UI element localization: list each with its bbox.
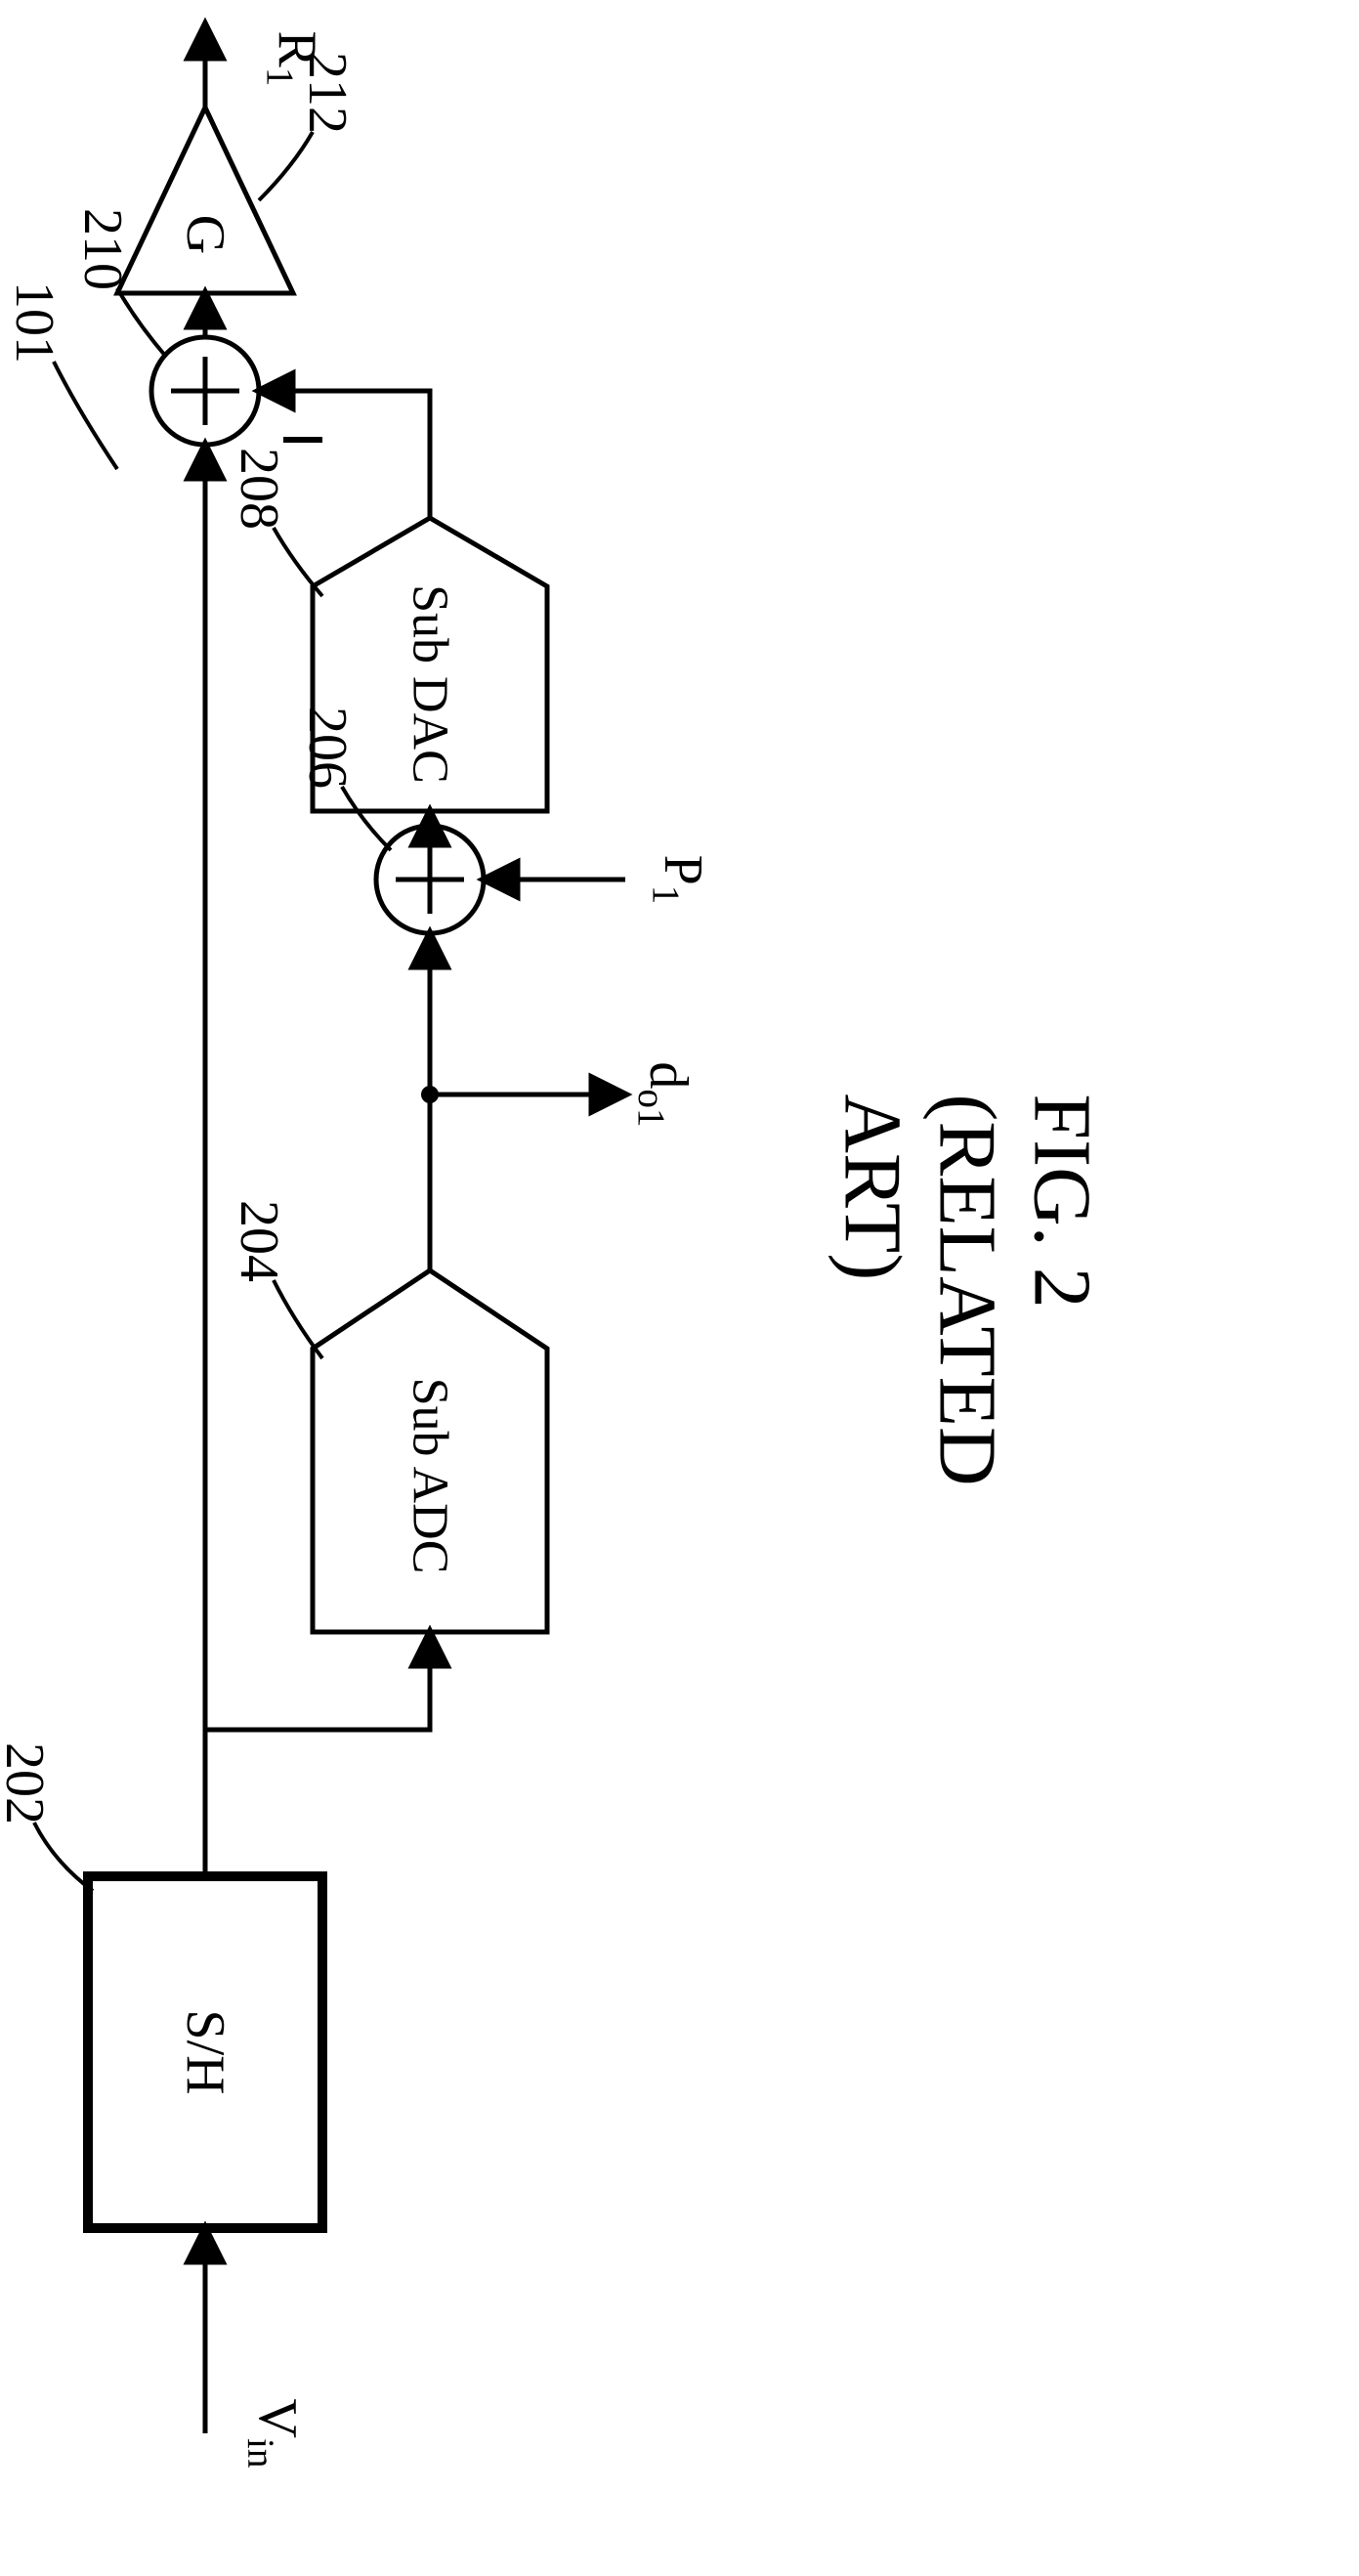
leader-204 <box>274 1280 322 1358</box>
ref-206: 206 <box>296 707 359 789</box>
gain-block <box>117 107 293 293</box>
subdac-label: Sub DAC <box>402 584 459 784</box>
gain-label: G <box>174 215 236 254</box>
figure-caption: FIG. 2 (RELATED ART) <box>826 1094 1110 1485</box>
leader-210 <box>117 288 166 357</box>
ref-210: 210 <box>71 208 134 290</box>
subadc-label: Sub ADC <box>402 1378 459 1574</box>
ref-212: 212 <box>296 52 359 134</box>
ref-208: 208 <box>228 448 290 530</box>
leader-212 <box>259 132 313 200</box>
leader-206 <box>342 787 391 850</box>
do1-label: do1 <box>629 1061 700 1127</box>
p1-label: P1 <box>644 855 714 905</box>
ref-202: 202 <box>0 1742 56 1825</box>
diagram-canvas <box>0 0 1359 2576</box>
ref-101: 101 <box>3 281 65 364</box>
sh-label: S/H <box>174 2009 236 2094</box>
leader-208 <box>274 528 322 596</box>
edge-branch-subadc <box>205 1632 430 1730</box>
vin-label: Vin <box>238 2399 309 2469</box>
leader-101 <box>54 362 117 469</box>
ref-204: 204 <box>228 1200 290 1282</box>
